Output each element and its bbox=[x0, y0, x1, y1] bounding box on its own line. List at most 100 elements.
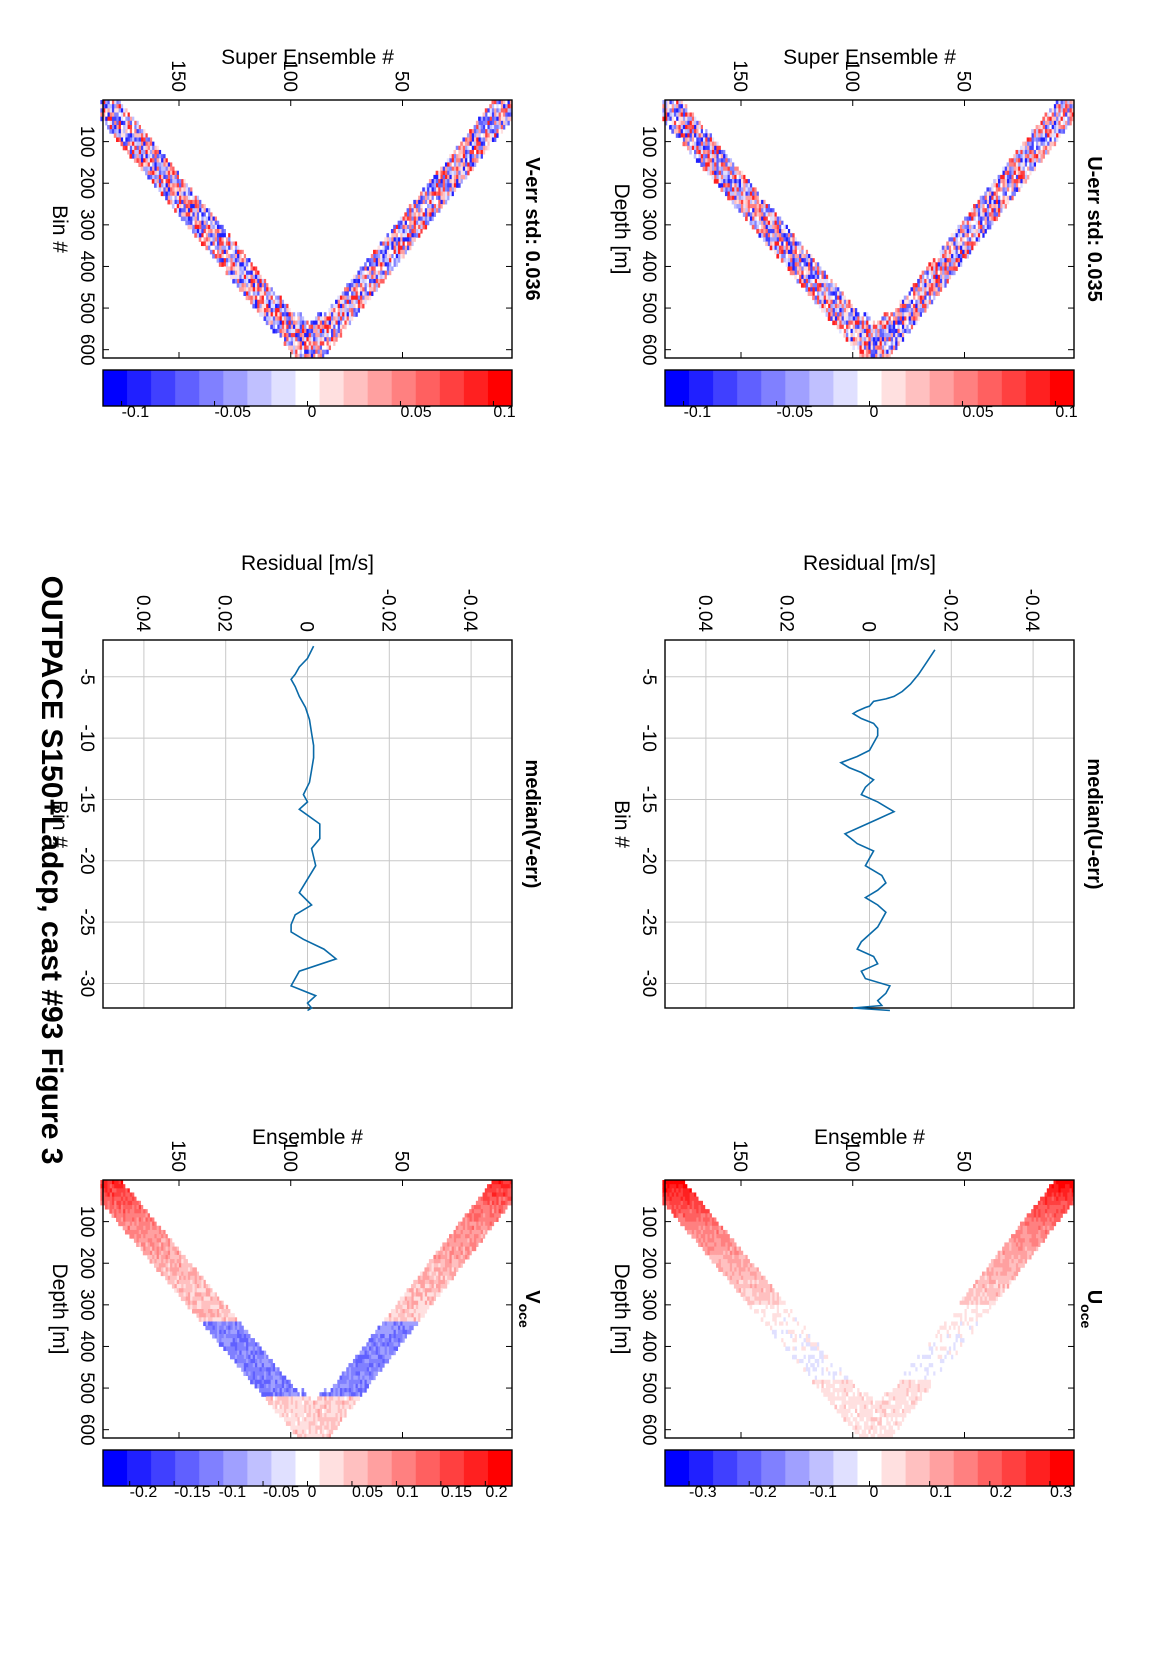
heatmap-cell bbox=[738, 1275, 741, 1281]
heatmap-cell bbox=[881, 324, 885, 330]
heatmap-cell bbox=[778, 1321, 782, 1327]
heatmap-cell bbox=[756, 1304, 759, 1310]
heatmap-cell bbox=[776, 1292, 779, 1297]
heatmap-cell bbox=[684, 137, 688, 143]
heatmap-cell bbox=[426, 191, 430, 197]
heatmap-cell bbox=[698, 141, 701, 147]
heatmap-cell bbox=[818, 1363, 822, 1368]
heatmap-cell bbox=[966, 229, 969, 234]
heatmap-cell bbox=[959, 229, 963, 234]
heatmap-cell bbox=[899, 1413, 902, 1418]
heatmap-cell bbox=[386, 258, 390, 263]
heatmap-cell bbox=[1033, 162, 1037, 167]
heatmap-cell bbox=[861, 1433, 864, 1439]
heatmap-cell bbox=[872, 333, 876, 338]
heatmap-cell bbox=[990, 1259, 994, 1264]
heatmap-cell bbox=[957, 1346, 961, 1352]
heatmap-cell bbox=[765, 1300, 768, 1306]
heatmap-cell bbox=[678, 133, 681, 138]
heatmap-cell bbox=[341, 312, 345, 317]
heatmap-cell bbox=[689, 120, 692, 126]
heatmap-cell bbox=[780, 249, 784, 255]
heatmap-cell bbox=[803, 249, 806, 255]
heatmap-cell bbox=[937, 262, 940, 267]
heatmap-cell bbox=[700, 141, 703, 147]
heatmap-cell bbox=[798, 245, 802, 251]
heatmap-cell bbox=[1008, 1238, 1012, 1243]
heatmap-cell bbox=[879, 1421, 882, 1426]
heatmap-cell bbox=[856, 1396, 860, 1401]
heatmap-cell bbox=[905, 1396, 909, 1401]
heatmap-cell bbox=[888, 341, 891, 346]
heatmap-cell bbox=[1006, 1254, 1010, 1260]
heatmap-cell bbox=[930, 274, 934, 280]
heatmap-cell bbox=[968, 241, 972, 247]
heatmap-cell bbox=[852, 341, 855, 346]
heatmap-cell bbox=[1002, 1263, 1005, 1268]
heatmap-cell bbox=[756, 220, 759, 226]
heatmap-cell bbox=[722, 162, 726, 167]
heatmap-cell bbox=[1033, 1242, 1037, 1247]
heatmap-cell bbox=[1013, 1242, 1016, 1247]
heatmap-cell bbox=[707, 1213, 710, 1218]
heatmap-cell bbox=[749, 1271, 753, 1277]
heatmap-cell bbox=[800, 266, 804, 272]
heatmap-cell bbox=[437, 183, 441, 188]
heatmap-cell bbox=[939, 1342, 943, 1347]
heatmap-cell bbox=[892, 1404, 896, 1410]
colorbar-tick-label: 0.1 bbox=[930, 1484, 952, 1501]
heatmap-cell bbox=[700, 162, 703, 167]
heatmap-cell bbox=[865, 1425, 869, 1431]
heatmap-cell bbox=[789, 233, 793, 238]
heatmap-cell bbox=[912, 1392, 916, 1397]
heatmap-cell bbox=[689, 112, 692, 118]
heatmap-cell bbox=[874, 328, 878, 334]
heatmap-cell bbox=[836, 308, 840, 313]
heatmap-cell bbox=[946, 249, 949, 255]
heatmap-cell bbox=[964, 1304, 967, 1310]
heatmap-cell bbox=[901, 1388, 905, 1393]
heatmap-cell bbox=[946, 1346, 949, 1352]
heatmap-cell bbox=[433, 174, 437, 180]
y-tick-label: 600 bbox=[638, 334, 659, 366]
heatmap-cell bbox=[852, 1392, 855, 1397]
heatmap-cell bbox=[923, 1354, 927, 1360]
heatmap-cell bbox=[950, 1346, 954, 1352]
heatmap-cell bbox=[1002, 174, 1005, 180]
heatmap-cell bbox=[377, 270, 381, 276]
heatmap-cell bbox=[961, 1329, 965, 1335]
heatmap-cell bbox=[787, 229, 791, 234]
heatmap-cell bbox=[729, 1242, 733, 1247]
heatmap-cell bbox=[1066, 116, 1070, 122]
heatmap-cell bbox=[912, 283, 916, 288]
heatmap-cell bbox=[288, 333, 291, 338]
heatmap-cell bbox=[997, 1279, 1001, 1285]
heatmap-cell bbox=[948, 1325, 952, 1331]
heatmap-cell bbox=[348, 283, 352, 288]
heatmap-cell bbox=[888, 1433, 891, 1439]
heatmap-cell bbox=[693, 154, 697, 159]
heatmap-cell bbox=[910, 1388, 914, 1393]
heatmap-cell bbox=[682, 116, 686, 122]
heatmap-cell bbox=[852, 333, 855, 338]
heatmap-cell bbox=[469, 149, 472, 155]
heatmap-cell bbox=[274, 308, 278, 313]
heatmap-cell bbox=[968, 216, 972, 222]
heatmap-cell bbox=[872, 1413, 876, 1418]
heatmap-cell bbox=[796, 262, 800, 267]
heatmap-cell bbox=[1046, 1196, 1050, 1202]
heatmap-cell bbox=[326, 328, 329, 334]
heatmap-cell bbox=[827, 1371, 831, 1376]
heatmap-cell bbox=[475, 141, 479, 147]
heatmap-cell bbox=[408, 204, 412, 209]
heatmap-cell bbox=[399, 216, 403, 222]
heatmap-cell bbox=[771, 1288, 775, 1293]
heatmap-cell bbox=[756, 1296, 759, 1302]
heatmap-cell bbox=[912, 308, 916, 313]
heatmap-cell bbox=[854, 345, 858, 351]
heatmap-cell bbox=[769, 224, 773, 230]
heatmap-cell bbox=[671, 108, 674, 113]
heatmap-cell bbox=[765, 1313, 768, 1318]
heatmap-cell bbox=[999, 208, 1003, 213]
heatmap-cell bbox=[361, 270, 365, 276]
